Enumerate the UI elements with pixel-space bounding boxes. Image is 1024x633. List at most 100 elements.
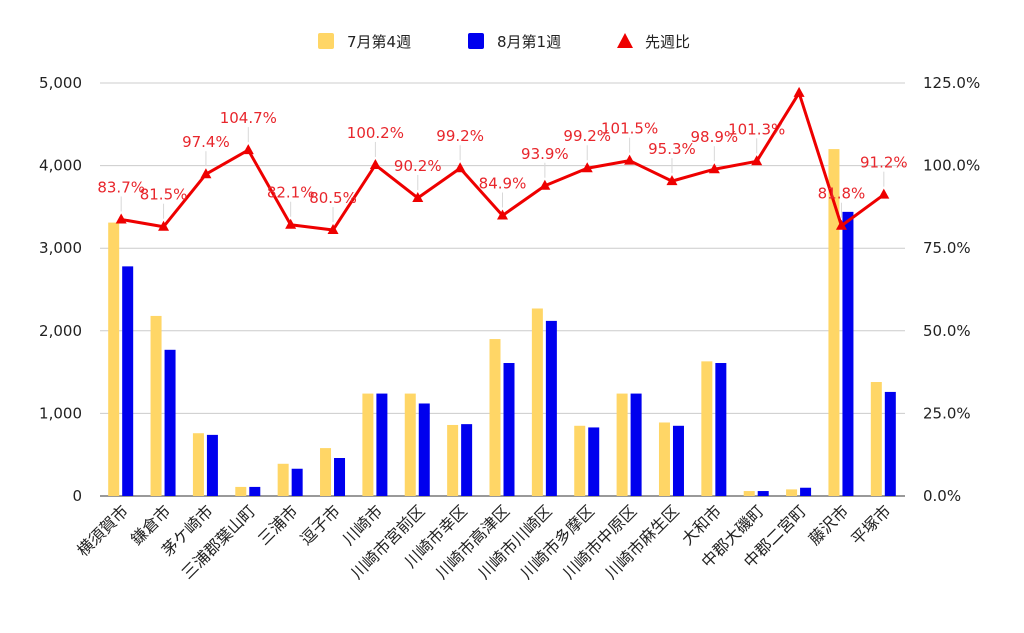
bar-week1 [164,349,176,496]
bar-week1 [249,486,261,496]
left-tick-label: 0 [72,487,82,505]
ratio-point [285,218,297,229]
ratio-point [793,86,805,97]
legend-swatch-week1 [468,33,484,49]
bar-week4 [658,422,670,496]
bar-week1 [672,425,684,496]
category-axis-labels: 横須賀市鎌倉市茅ケ崎市三浦郡葉山町三浦市逗子市川崎市川崎市宮前区川崎市幸区川崎市… [73,501,894,582]
bar-week4 [743,491,755,496]
right-axis-ticks: 0.0% 25.0% 50.0% 75.0% 100.0% 125.0% [923,74,980,505]
bar-week1 [418,403,430,496]
ratio-point [666,175,678,186]
bar-week4 [828,149,840,496]
ratio-data-label: 93.9% [521,145,569,163]
bar-week1 [588,427,600,496]
bar-week1 [503,363,515,496]
legend-label-ratio: 先週比 [645,33,690,51]
ratio-point [200,168,212,179]
bar-week1 [334,458,346,496]
legend-marker-ratio [617,33,633,48]
gridlines [100,82,905,497]
ratio-point [158,220,170,231]
ratio-data-label: 80.5% [309,189,357,207]
ratio-data-label: 81.8% [818,185,866,203]
ratio-data-label: 101.5% [601,120,658,138]
bar-week4 [150,315,162,496]
ratio-data-label: 91.2% [860,154,908,172]
bar-week1 [376,393,388,496]
category-label: 三浦市 [254,501,301,548]
ratio-data-label: 99.2% [563,127,611,145]
bar-week4 [192,433,204,496]
ratio-point [242,144,254,155]
ratio-data-label: 99.2% [436,127,484,145]
ratio-point [751,155,763,166]
ratio-data-label: 101.3% [728,120,785,138]
ratio-point [835,219,847,230]
left-axis-ticks: 0 1,000 2,000 3,000 4,000 5,000 [39,74,82,505]
ratio-point [708,163,720,174]
bar-week4 [235,486,247,496]
right-tick-label: 125.0% [923,74,980,92]
left-tick-label: 1,000 [39,404,82,422]
bar-week4 [404,393,416,496]
legend: 7月第4週 8月第1週 先週比 [318,33,690,51]
right-tick-label: 0.0% [923,487,961,505]
ratio-point [327,224,339,235]
category-label: 藤沢市 [805,501,852,548]
category-label: 横須賀市 [73,501,132,560]
legend-label-week1: 8月第1週 [497,33,561,51]
ratio-line-series: 83.7%81.5% 97.4% 104.7% 82.1%80.5% 100.2% 90.… [97,86,908,235]
bar-week1 [630,393,642,496]
legend-swatch-week4 [318,33,334,49]
bar-week4 [108,222,120,496]
ratio-point [497,209,508,220]
bar-week4 [277,463,289,496]
bar-week1 [884,391,896,496]
ratio-data-label: 83.7% [97,178,145,196]
bar-week4 [489,339,501,496]
bar-week1 [842,211,854,496]
ratio-data-label: 90.2% [394,157,442,175]
ratio-point [581,162,593,173]
ratio-data-label: 97.4% [182,133,230,151]
category-label: 平塚市 [847,501,894,548]
bar-week4 [786,489,798,496]
ratio-point [412,191,424,202]
bar-week1 [206,434,218,496]
ratio-data-label: 104.7% [220,109,277,127]
bar-week1 [800,487,812,496]
bar-week4 [574,425,586,496]
bar-week1 [545,320,557,496]
right-tick-label: 100.0% [923,157,980,175]
ratio-point [369,158,381,169]
bar-week4 [447,424,459,496]
category-label: 逗子市 [296,501,343,548]
right-tick-label: 75.0% [923,239,971,257]
bar-week4 [616,393,628,496]
ratio-data-label: 98.9% [691,128,739,146]
ratio-data-label: 100.2% [347,124,404,142]
bar-week1 [122,266,134,496]
bar-week4 [701,361,713,496]
bar-week4 [320,448,332,496]
bar-week4 [362,393,374,496]
ratio-point [454,162,466,173]
bar-week1 [715,363,727,496]
ratio-data-label: 84.9% [479,174,527,192]
bar-week1 [757,491,769,496]
legend-label-week4: 7月第4週 [347,33,411,51]
bar-week1 [291,468,303,496]
left-tick-label: 5,000 [39,74,82,92]
bar-week4 [531,308,543,496]
ratio-point [878,188,890,199]
ratio-data-label: 95.3% [648,140,696,158]
ratio-data-label: 81.5% [140,186,188,204]
left-tick-label: 2,000 [39,322,82,340]
right-tick-label: 25.0% [923,404,971,422]
bar-week4 [870,382,882,496]
left-tick-label: 4,000 [39,157,82,175]
ratio-point [539,179,551,190]
left-tick-label: 3,000 [39,239,82,257]
